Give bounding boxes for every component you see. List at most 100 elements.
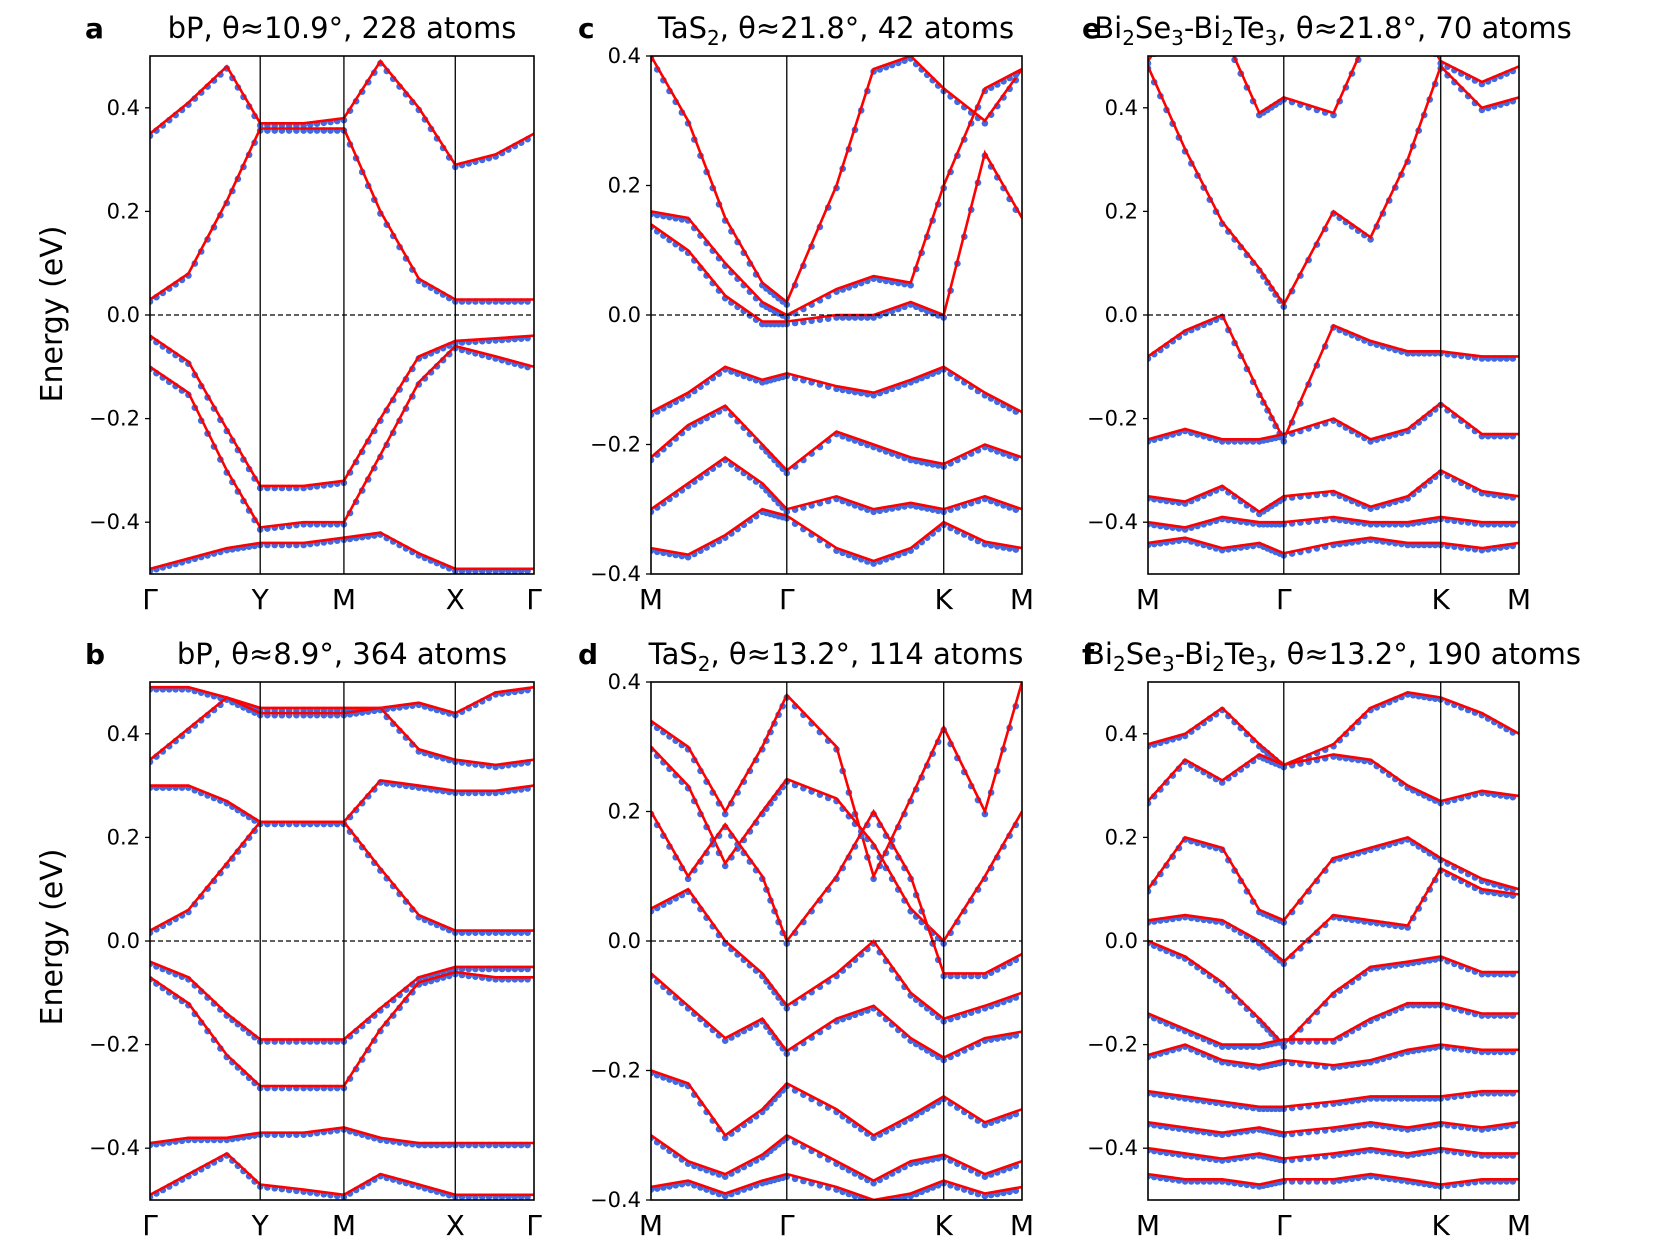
y-tick-label: −0.4: [89, 1136, 140, 1160]
band-line-4: [1148, 401, 1519, 441]
band-line-6: [651, 1069, 1022, 1138]
title-part: , θ≈21.8°, 42 atoms: [720, 11, 1014, 45]
y-axis-label: Energy (eV): [35, 226, 70, 403]
band-line-1: [651, 682, 1022, 880]
title-part: Bi: [1085, 637, 1113, 671]
x-tick-label: Y: [251, 583, 270, 616]
x-tick-label: Γ: [526, 583, 542, 616]
panel-title: TaS2, θ≈13.2°, 114 atoms: [648, 637, 1024, 676]
band-line-1: [150, 58, 534, 167]
band-line-5: [1148, 939, 1519, 1047]
band-line-10: [1148, 1146, 1519, 1160]
band-line-6: [1148, 1001, 1519, 1046]
panel-label: e: [1082, 12, 1101, 45]
x-tick-label: M: [1507, 1209, 1531, 1242]
band-line-2: [1148, 753, 1519, 803]
y-tick-label: 0.0: [1105, 929, 1138, 953]
band-line-4: [150, 820, 534, 932]
reference-point: [684, 875, 692, 883]
band-line-5: [651, 972, 1022, 1060]
plot-frame: [149, 681, 535, 1201]
band-line-1: [651, 56, 1022, 305]
panel-a: a bP, θ≈10.9°, 228 atoms Γ Y M X Γ −0.4 −0.2 0.0 0…: [85, 11, 542, 616]
y-tick-label: −0.2: [89, 407, 140, 431]
x-tick-label: K: [1432, 1209, 1451, 1242]
y-tick-label: 0.0: [1105, 303, 1138, 327]
band-line-3: [150, 779, 534, 824]
band-line-2: [651, 745, 1022, 944]
subscript: 2: [1212, 652, 1225, 676]
band-line-6: [150, 970, 534, 1088]
panel-label: f: [1082, 638, 1095, 671]
y-tick-label: 0.4: [1105, 722, 1138, 746]
band-line-4: [651, 365, 1022, 414]
panel-title: bP, θ≈10.9°, 228 atoms: [168, 11, 517, 45]
band-line-2: [651, 67, 1022, 317]
y-tick-label: 0.2: [107, 199, 140, 223]
subscript: 2: [698, 652, 711, 676]
x-tick-label: X: [446, 1209, 465, 1242]
bands: [150, 58, 534, 574]
band-line-5: [150, 531, 534, 571]
band-line-5: [651, 404, 1022, 473]
x-tick-label: M: [1507, 583, 1531, 616]
panel-b: b bP, θ≈8.9°, 364 atoms Γ Y M X Γ −0.4 −0.2 0.0 0.…: [85, 637, 542, 1242]
bands: [651, 56, 1022, 567]
reference-point: [721, 1173, 729, 1180]
x-tick-label: Γ: [779, 1209, 795, 1242]
band-line-7: [1148, 1043, 1519, 1067]
x-tick-label: K: [1432, 583, 1451, 616]
panel-title: Bi2Se3-Bi2Te3, θ≈21.8°, 70 atoms: [1094, 11, 1572, 50]
y-tick-label: −0.4: [1087, 1136, 1138, 1160]
panel-title: bP, θ≈8.9°, 364 atoms: [177, 637, 507, 671]
title-part: bP, θ≈10.9°, 228 atoms: [168, 11, 517, 45]
y-tick-label: 0.0: [608, 303, 641, 327]
y-tick-label: 0.4: [107, 722, 140, 746]
title-part: Se: [1135, 11, 1171, 45]
subscript: 3: [1171, 26, 1184, 50]
y-tick-label: −0.2: [89, 1033, 140, 1057]
bands: [1148, 56, 1519, 559]
bands: [651, 682, 1022, 1200]
x-tick-label: Γ: [779, 583, 795, 616]
bands: [1148, 691, 1519, 1190]
band-line-1: [1148, 691, 1519, 767]
panel-label: c: [578, 12, 595, 45]
x-tick-label: M: [332, 1209, 356, 1242]
band-line-11: [1148, 1172, 1519, 1186]
band-line-3: [651, 808, 1022, 975]
bands: [150, 685, 534, 1200]
title-part: , θ≈21.8°, 70 atoms: [1277, 11, 1571, 45]
x-tick-label: K: [935, 1209, 954, 1242]
reference-point: [981, 1121, 989, 1129]
band-line-9: [1148, 1120, 1519, 1135]
title-part: Te: [1224, 637, 1256, 671]
y-tick-label: 0.0: [608, 929, 641, 953]
band-line-6: [1148, 515, 1519, 529]
band-line-6: [651, 455, 1022, 511]
y-tick-label: 0.2: [1105, 199, 1138, 223]
band-line-8: [1148, 1089, 1519, 1109]
subscript: 2: [1221, 26, 1234, 50]
y-tick-label: −0.2: [1087, 1033, 1138, 1057]
subscript: 3: [1265, 26, 1278, 50]
y-tick-label: 0.4: [608, 44, 641, 68]
panel-label: a: [85, 12, 104, 45]
y-tick-label: 0.0: [107, 303, 140, 327]
y-tick-label: −0.2: [590, 433, 641, 457]
band-line-5: [1148, 468, 1519, 514]
x-tick-label: M: [1136, 583, 1160, 616]
y-tick-label: 0.2: [608, 174, 641, 198]
subscript: 2: [1113, 652, 1126, 676]
subscript: 3: [1255, 652, 1268, 676]
band-line-7: [651, 1133, 1022, 1183]
y-axis-label-top: Energy (eV): [35, 226, 70, 403]
x-tick-label: Γ: [1276, 1209, 1292, 1242]
x-tick-label: Y: [251, 1209, 270, 1242]
reference-point: [981, 120, 989, 127]
title-part: TaS: [657, 11, 707, 45]
y-tick-label: −0.2: [590, 1059, 641, 1083]
y-tick-label: 0.4: [608, 670, 641, 694]
